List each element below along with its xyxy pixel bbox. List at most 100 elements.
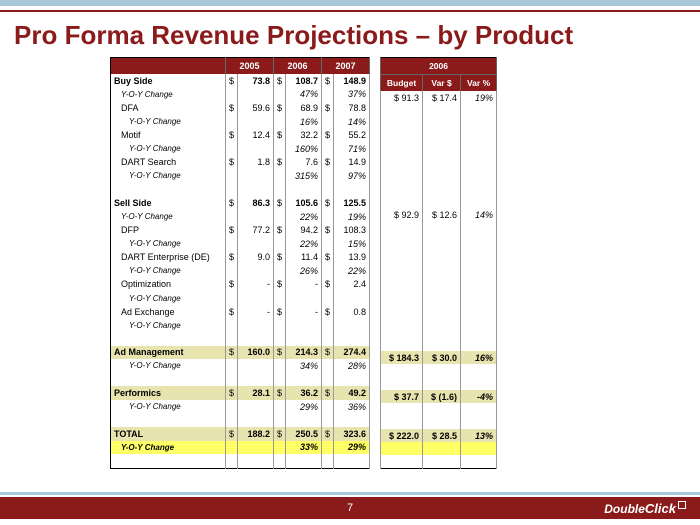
cell-value: 19% — [334, 210, 370, 224]
table-row: Y-O-Y Change — [111, 291, 370, 305]
cell-dollar — [274, 400, 286, 414]
table-row: Buy Side$73.8$108.7$148.9 — [111, 74, 370, 88]
table-row — [381, 247, 497, 260]
cell-budget: $ 37.7 — [381, 390, 423, 403]
cell-dollar: $ — [226, 346, 238, 360]
row-label: TOTAL — [111, 427, 226, 441]
cell-value: 28% — [334, 359, 370, 373]
table-row: $ 184.3$ 30.016% — [381, 351, 497, 364]
table-row: DFA$59.6$68.9$78.8 — [111, 101, 370, 115]
cell-dollar — [322, 88, 334, 102]
cell-dollar: $ — [322, 196, 334, 210]
row-label: DFA — [111, 101, 226, 115]
row-label: Y-O-Y Change — [111, 264, 226, 278]
cell-value: 97% — [334, 169, 370, 183]
row-label: Y-O-Y Change — [111, 169, 226, 183]
table-row — [381, 104, 497, 117]
cell-value: 160% — [286, 142, 322, 156]
cell-value: 7.6 — [286, 155, 322, 169]
cell-budget: $ 92.9 — [381, 208, 423, 221]
super-header: 2006 — [381, 58, 497, 75]
budget-table: 2006 Budget Var $ Var % $ 91.3$ 17.419% … — [380, 57, 497, 469]
col-budget: Budget — [381, 75, 423, 92]
row-label: Optimization — [111, 278, 226, 292]
cell-value: - — [238, 305, 274, 319]
cell-dollar: $ — [226, 196, 238, 210]
main-table: 2005 2006 2007 Buy Side$73.8$108.7$148.9… — [110, 57, 370, 469]
cell-dollar — [226, 400, 238, 414]
cell-value: 14% — [334, 115, 370, 129]
table-row — [111, 454, 370, 468]
cell-dollar — [274, 142, 286, 156]
cell-value: - — [286, 305, 322, 319]
cell-dollar: $ — [226, 251, 238, 265]
col-2006: 2006 — [274, 58, 322, 75]
cell-dollar: $ — [322, 427, 334, 441]
cell-value: 33% — [286, 441, 322, 455]
cell-dollar — [226, 210, 238, 224]
cell-value: 22% — [334, 264, 370, 278]
cell-value: 12.4 — [238, 128, 274, 142]
cell-var: $ 12.6 — [423, 208, 461, 221]
cell-dollar: $ — [274, 251, 286, 265]
cell-value: 36% — [334, 400, 370, 414]
cell-dollar: $ — [322, 74, 334, 88]
row-label: Y-O-Y Change — [111, 400, 226, 414]
table-row — [381, 156, 497, 169]
cell-value: 34% — [286, 359, 322, 373]
cell-value — [238, 115, 274, 129]
cell-dollar: $ — [322, 305, 334, 319]
table-row: Ad Management$160.0$214.3$274.4 — [111, 346, 370, 360]
cell-dollar: $ — [274, 74, 286, 88]
table-row — [381, 273, 497, 286]
row-label: Ad Exchange — [111, 305, 226, 319]
cell-value — [238, 210, 274, 224]
cell-value: 1.8 — [238, 155, 274, 169]
table-row: Y-O-Y Change29%36% — [111, 400, 370, 414]
table-row — [381, 416, 497, 429]
cell-value: 49.2 — [334, 386, 370, 400]
cell-dollar — [274, 169, 286, 183]
table-row: Y-O-Y Change34%28% — [111, 359, 370, 373]
row-label: Y-O-Y Change — [111, 142, 226, 156]
table-row: DFP$77.2$94.2$108.3 — [111, 223, 370, 237]
cell-value: 108.7 — [286, 74, 322, 88]
cell-dollar — [274, 237, 286, 251]
cell-dollar: $ — [274, 346, 286, 360]
cell-dollar: $ — [322, 346, 334, 360]
cell-value — [238, 441, 274, 455]
cell-value: 28.1 — [238, 386, 274, 400]
cell-value — [238, 318, 274, 332]
table-row — [381, 260, 497, 273]
table-row — [381, 234, 497, 247]
cell-value: 77.2 — [238, 223, 274, 237]
cell-dollar: $ — [322, 278, 334, 292]
col-2005: 2005 — [226, 58, 274, 75]
cell-value: 148.9 — [334, 74, 370, 88]
cell-value: 86.3 — [238, 196, 274, 210]
row-label: Y-O-Y Change — [111, 88, 226, 102]
cell-value — [238, 88, 274, 102]
row-label: Y-O-Y Change — [111, 115, 226, 129]
doubleclick-logo: DoubleClick — [604, 501, 686, 516]
cell-value — [238, 169, 274, 183]
table-row — [381, 325, 497, 338]
footer-bar: 7 DoubleClick — [0, 497, 700, 519]
cell-dollar — [226, 237, 238, 251]
table-row — [381, 312, 497, 325]
cell-dollar — [274, 210, 286, 224]
cell-dollar: $ — [274, 223, 286, 237]
cell-value: 26% — [286, 264, 322, 278]
cell-value: 13.9 — [334, 251, 370, 265]
table-row: Y-O-Y Change22%15% — [111, 237, 370, 251]
cell-dollar — [322, 142, 334, 156]
cell-value: 160.0 — [238, 346, 274, 360]
cell-value: - — [238, 278, 274, 292]
table-row — [111, 332, 370, 346]
cell-dollar: $ — [322, 251, 334, 265]
cell-dollar — [226, 142, 238, 156]
row-label: Performics — [111, 386, 226, 400]
cell-value: 214.3 — [286, 346, 322, 360]
cell-value: 2.4 — [334, 278, 370, 292]
cell-dollar: $ — [274, 305, 286, 319]
